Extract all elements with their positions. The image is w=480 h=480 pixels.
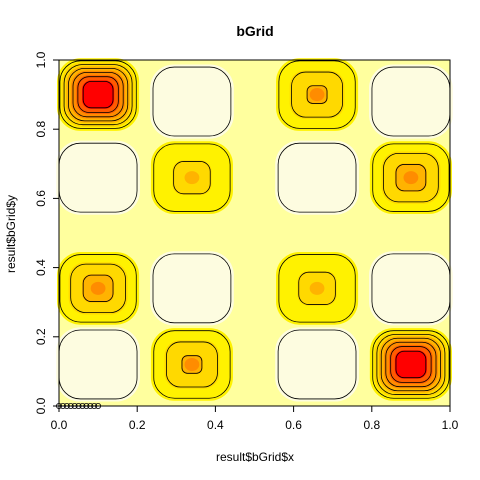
contour-line-10-1 (298, 271, 336, 305)
contour-line-13-2 (181, 355, 203, 374)
contour-core-13 (184, 357, 200, 372)
filled-contour-layer (56, 58, 453, 406)
y-axis-label: result$bGrid$y (4, 195, 18, 273)
contour-lines-layer (58, 60, 451, 400)
contour-line-0-3 (72, 71, 124, 118)
contour-line-15-5 (395, 350, 427, 379)
contour-band-14-0 (275, 327, 359, 402)
plot-frame (58, 59, 451, 407)
x-tick-label-5: 1.0 (442, 418, 459, 432)
contour-line-14-0 (277, 329, 357, 400)
axes-layer: 0.0 0.2 0.4 0.6 0.8 1.0 0.0 0.2 0.4 0.6 0.8 1.0 (34, 51, 458, 432)
contour-line-5-1 (173, 161, 211, 195)
contour-band-9-0 (150, 251, 234, 326)
x-tick-label-4: 0.8 (363, 418, 380, 432)
y-tick-label-0: 0.0 (34, 397, 48, 414)
contour-band-11-0 (369, 251, 453, 326)
contour-line-0-5 (82, 80, 114, 109)
contour-line-15-0 (372, 330, 450, 399)
contour-line-8-0 (59, 254, 137, 323)
contour-line-2-0 (278, 60, 356, 129)
contour-line-15-3 (385, 341, 437, 388)
contour-line-0-1 (63, 64, 133, 126)
contour-line-0-0 (59, 60, 137, 129)
contour-core-15 (403, 357, 419, 372)
chart-title: bGrid (236, 23, 273, 39)
x-axis-label: result$bGrid$x (216, 450, 294, 464)
contour-band-4-0 (56, 140, 140, 215)
contour-line-15-1 (376, 333, 446, 395)
contour-band-1-0 (150, 64, 234, 139)
contour-line-1-0 (152, 66, 232, 137)
contour-core-0 (90, 88, 106, 102)
contour-line-7-1 (383, 152, 439, 203)
contour-line-8-1 (70, 263, 126, 314)
contour-line-13-1 (166, 341, 218, 388)
contour-line-7-0 (372, 143, 450, 212)
contour-line-8-2 (82, 274, 114, 302)
contour-line-2-1 (291, 71, 343, 118)
contour-core-2 (309, 88, 325, 102)
x-tick-label-1: 0.2 (129, 418, 146, 432)
contour-line-13-0 (153, 330, 231, 399)
x-tick-label-0: 0.0 (51, 418, 68, 432)
contour-core-5 (184, 171, 200, 185)
contour-line-15-4 (390, 346, 432, 383)
x-tick-label-3: 0.6 (285, 418, 302, 432)
contour-line-15-2 (380, 337, 441, 392)
y-tick-label-1: 0.2 (34, 328, 48, 345)
contour-line-5-0 (153, 143, 231, 212)
contour-band-6-0 (275, 140, 359, 215)
y-tick-label-5: 1.0 (34, 51, 48, 68)
contour-core-10 (309, 281, 325, 295)
y-tick-label-2: 0.4 (34, 259, 48, 276)
y-tick-label-3: 0.6 (34, 190, 48, 207)
y-tick-label-4: 0.8 (34, 121, 48, 138)
contour-band-3-0 (369, 64, 453, 139)
contour-line-0-2 (68, 67, 129, 122)
contour-line-6-0 (277, 142, 357, 213)
contour-line-2-2 (306, 85, 328, 104)
contour-line-9-0 (152, 253, 232, 324)
contour-core-7 (403, 171, 419, 185)
contour-core-8 (90, 281, 106, 295)
contour-band-12-0 (56, 327, 140, 402)
x-tick-label-2: 0.4 (207, 418, 224, 432)
contour-line-10-0 (278, 254, 356, 323)
contour-line-0-4 (77, 76, 119, 113)
contour-line-7-2 (395, 164, 427, 192)
